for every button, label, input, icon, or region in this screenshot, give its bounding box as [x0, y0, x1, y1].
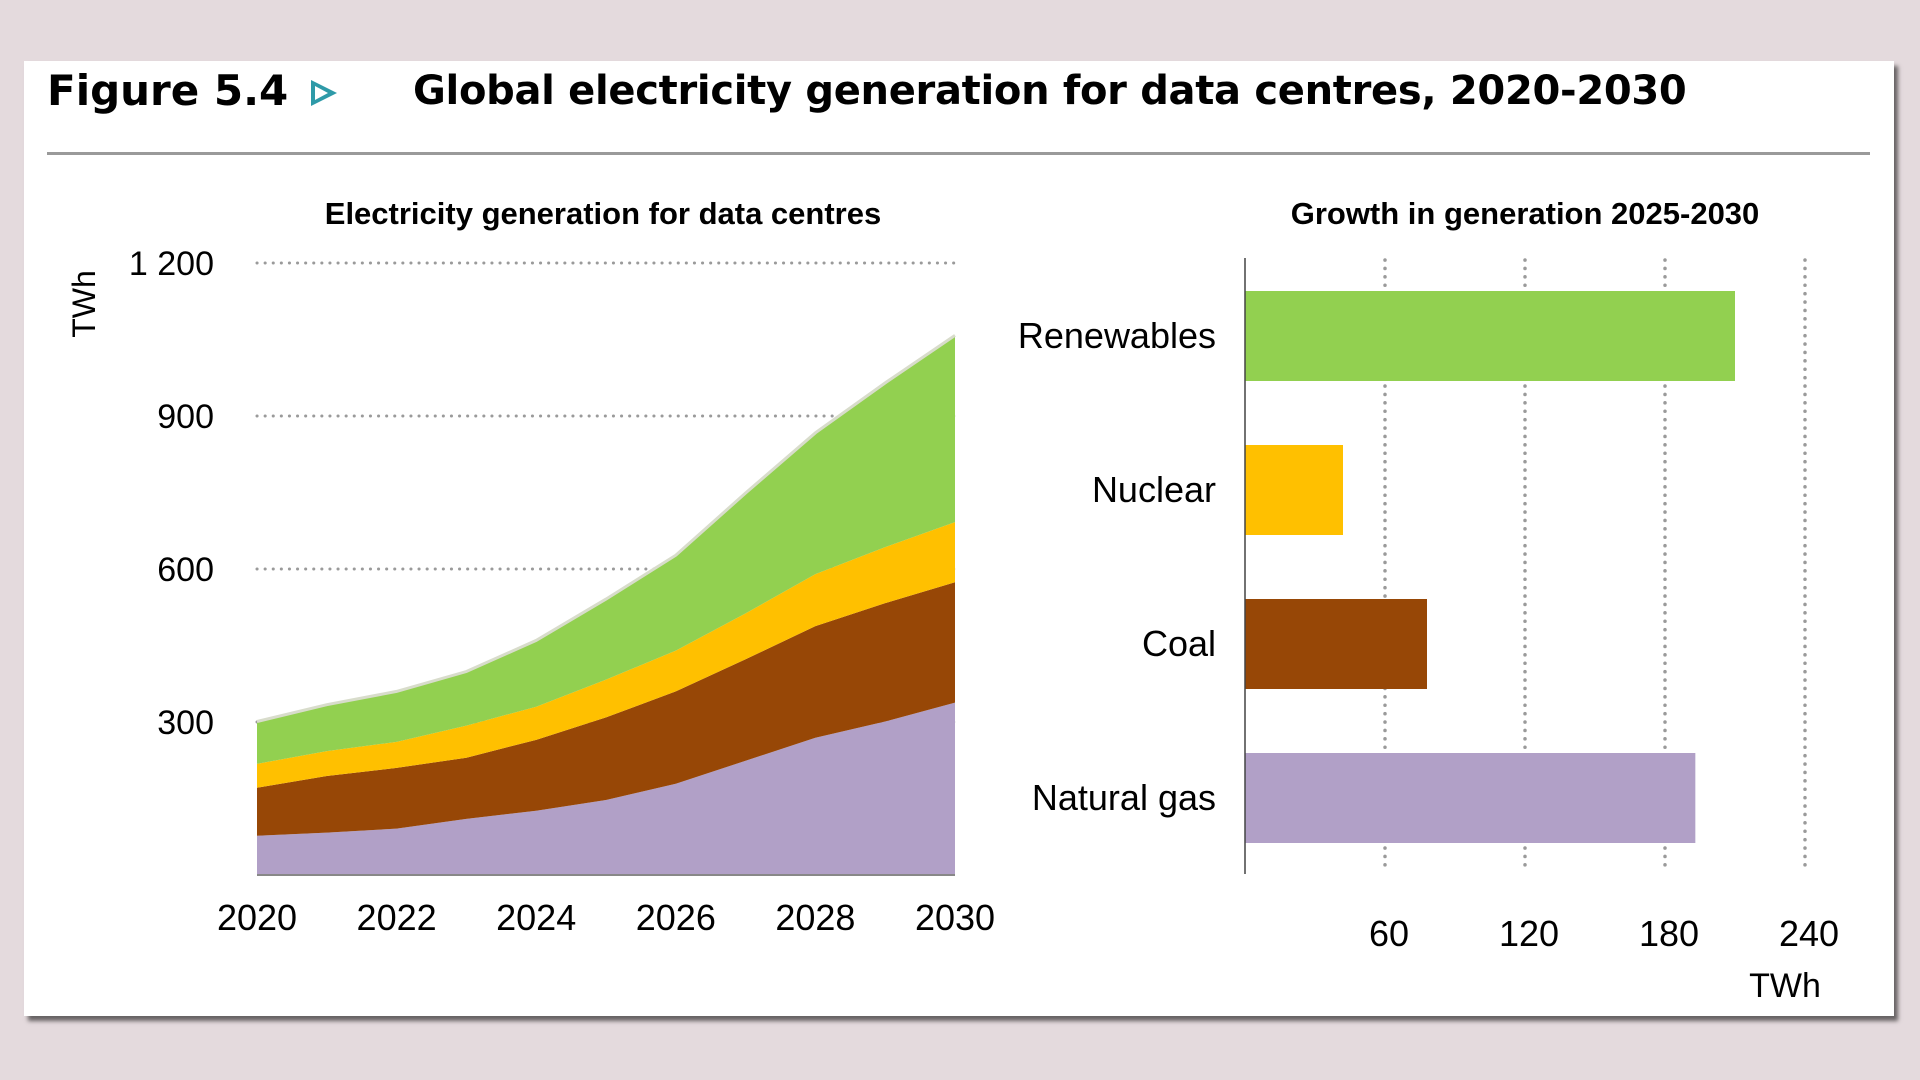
bar-coal — [1245, 599, 1427, 689]
bar-chart-title: Growth in generation 2025-2030 — [1291, 196, 1760, 231]
bar-chart-x-axis-label: TWh — [1749, 967, 1821, 1005]
title-divider — [47, 152, 1870, 155]
x-tick-label: 2030 — [915, 897, 995, 938]
figure-title: Global electricity generation for data c… — [413, 68, 1687, 114]
category-label: Renewables — [1018, 315, 1216, 356]
y-tick-label: 1 200 — [129, 245, 214, 283]
category-label: Natural gas — [1032, 777, 1216, 818]
y-tick-label: 900 — [157, 398, 214, 436]
x-tick-label: 2024 — [496, 897, 576, 938]
figure-label: Figure 5.4 — [47, 66, 289, 115]
y-tick-label: 300 — [157, 704, 214, 742]
x-tick-label: 60 — [1369, 913, 1409, 954]
category-label: Coal — [1142, 623, 1216, 664]
x-tick-label: 2028 — [775, 897, 855, 938]
x-tick-label: 2020 — [217, 897, 297, 938]
bar-nuclear — [1245, 445, 1343, 535]
total-outline — [256, 334, 956, 723]
x-tick-label: 240 — [1779, 913, 1839, 954]
bar-natural-gas — [1245, 753, 1696, 843]
area-series-nuclear — [257, 522, 955, 788]
x-tick-label: 120 — [1499, 913, 1559, 954]
play-triangle-outline-icon[interactable] — [311, 80, 337, 106]
category-label: Nuclear — [1092, 469, 1216, 510]
x-tick-label: 180 — [1639, 913, 1699, 954]
area-series-coal — [257, 582, 955, 836]
bar-renewables — [1245, 291, 1735, 381]
x-tick-label: 2022 — [357, 897, 437, 938]
area-series-natural-gas — [257, 702, 955, 875]
area-series-renewables — [257, 335, 955, 764]
area-chart-title: Electricity generation for data centres — [325, 196, 881, 231]
area-chart-y-axis-label: TWh — [66, 270, 102, 338]
y-tick-label: 600 — [157, 551, 214, 589]
x-tick-label: 2026 — [636, 897, 716, 938]
